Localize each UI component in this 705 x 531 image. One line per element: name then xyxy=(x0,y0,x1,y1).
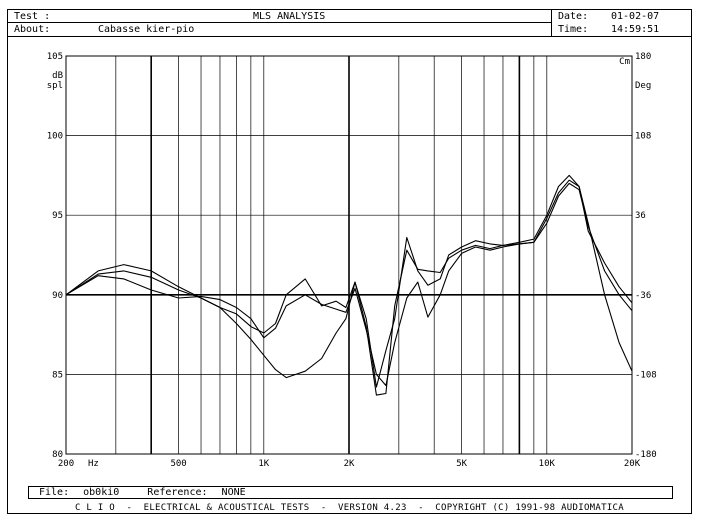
copyright-line: C L I O - ELECTRICAL & ACOUSTICAL TESTS … xyxy=(75,503,624,513)
time-label: Time: xyxy=(558,24,589,35)
y-tick-label: 90 xyxy=(52,291,63,301)
file-bar: File: ob0ki0 Reference: NONE xyxy=(28,486,673,499)
x-tick-label: 10K xyxy=(539,459,556,469)
header-divider xyxy=(551,10,552,36)
chart-title: MLS ANALYSIS xyxy=(253,11,326,22)
response-curve-3 xyxy=(65,182,633,387)
reference-label: Reference: xyxy=(147,487,208,498)
date-label: Date: xyxy=(558,11,589,22)
time-value: 14:59:51 xyxy=(611,24,660,35)
y-tick-label: 100 xyxy=(47,132,63,142)
y2-tick-label: -108 xyxy=(635,370,657,380)
header-rule xyxy=(8,22,551,23)
about-value: Cabasse kier-pio xyxy=(98,24,195,35)
x-tick-label: 1K xyxy=(258,459,269,469)
y-unit-label: spl xyxy=(47,81,63,91)
y-unit-label: dB xyxy=(52,71,63,81)
y2-tick-label: 36 xyxy=(635,211,646,221)
y2-tick-label: -180 xyxy=(635,450,657,460)
header-row-1: Test : MLS ANALYSIS Date: 01-02-07 xyxy=(8,10,691,23)
y2-tick-label: 180 xyxy=(635,52,651,62)
x-unit-label: Hz xyxy=(88,459,99,469)
file-label: File: xyxy=(39,487,70,498)
file-value: ob0ki0 xyxy=(83,487,120,498)
y-tick-label: 85 xyxy=(52,370,63,380)
y2-tick-label: -36 xyxy=(635,291,651,301)
header-row-2: About: Cabasse kier-pio Time: 14:59:51 xyxy=(8,23,691,37)
y2-unit-label: Cm xyxy=(619,57,630,67)
x-tick-label: 5K xyxy=(456,459,467,469)
y-tick-label: 95 xyxy=(52,211,63,221)
analysis-window: Test : MLS ANALYSIS Date: 01-02-07 About… xyxy=(7,9,692,514)
chart-grid xyxy=(65,55,633,455)
response-curve-2 xyxy=(65,174,633,388)
x-tick-label: 200 xyxy=(58,459,74,469)
response-curve-1 xyxy=(65,179,633,396)
y-tick-label: 105 xyxy=(47,52,63,62)
y2-unit-label: Deg xyxy=(635,81,651,91)
chart-curves xyxy=(65,174,633,396)
date-value: 01-02-07 xyxy=(611,11,660,22)
reference-value: NONE xyxy=(221,487,246,498)
y-tick-label: 80 xyxy=(52,450,63,460)
test-label: Test : xyxy=(14,11,51,22)
x-tick-label: 20K xyxy=(624,459,641,469)
x-tick-label: 500 xyxy=(170,459,186,469)
y2-tick-label: 108 xyxy=(635,132,651,142)
x-tick-label: 2K xyxy=(344,459,355,469)
about-label: About: xyxy=(14,24,51,35)
